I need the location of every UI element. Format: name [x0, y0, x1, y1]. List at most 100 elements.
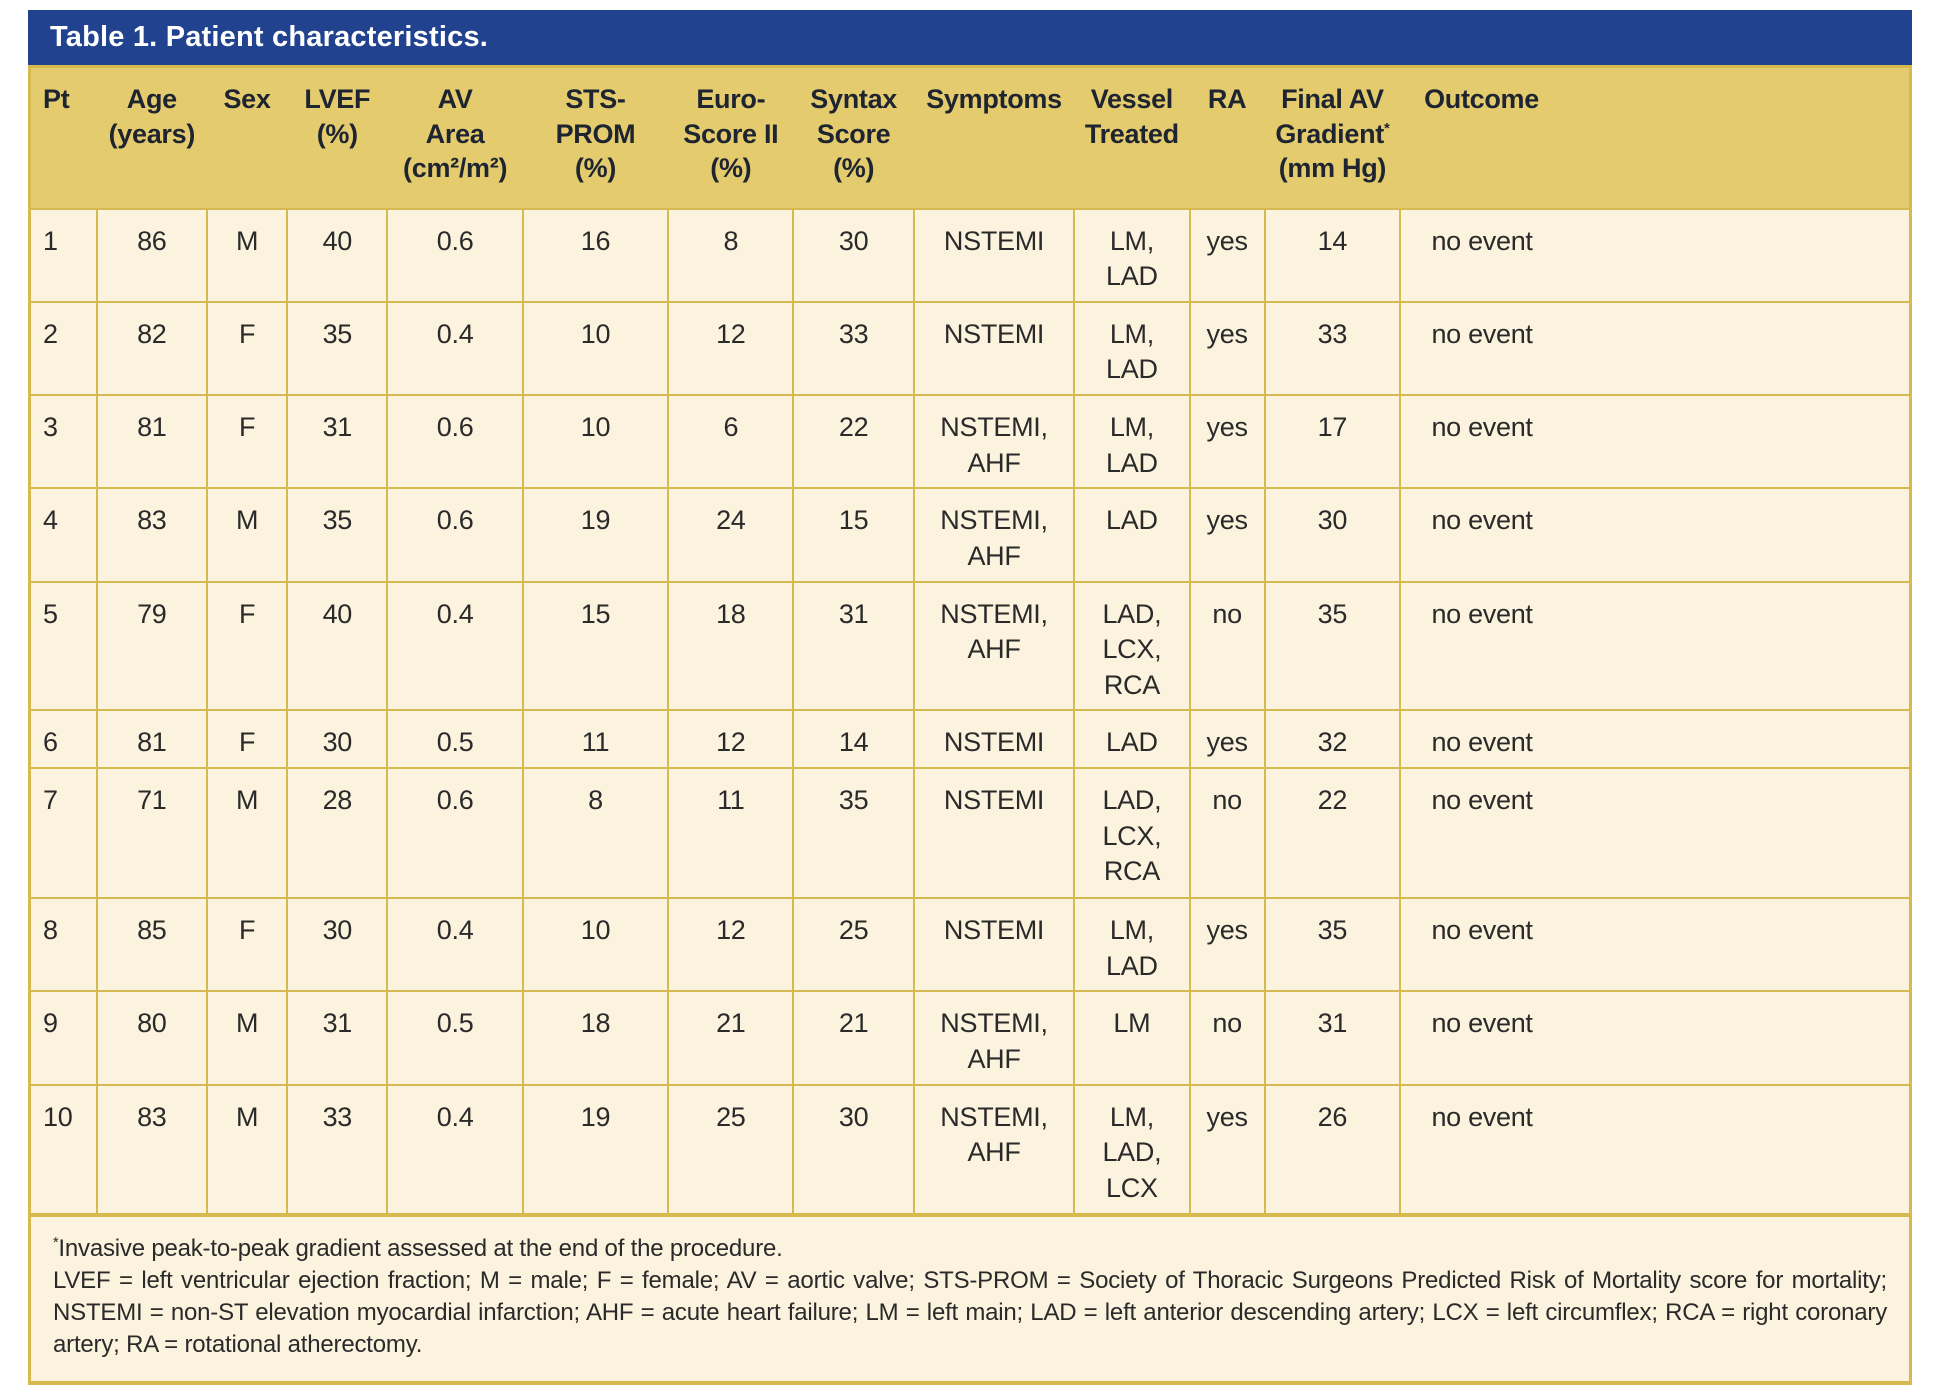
- footnote-cell: *Invasive peak-to-peak gradient assessed…: [29, 1212, 1911, 1384]
- cell-euroscore: 12: [667, 709, 795, 769]
- cell-sex: F: [205, 709, 289, 769]
- cell-euroscore: 11: [667, 767, 795, 899]
- cell-age: 85: [95, 896, 208, 993]
- cell-syntax: 22: [792, 393, 915, 490]
- cell-pt: 1: [28, 207, 98, 303]
- cell-sex: M: [205, 487, 289, 583]
- cell-sex: F: [205, 300, 289, 397]
- column-header-pt: Pt: [29, 66, 97, 209]
- cell-sex: F: [205, 896, 289, 993]
- table-row: 6 81 F 30 0.5 11 12 14 NSTEMI LAD yes 32 no event: [28, 709, 1912, 769]
- table-row: 1 86 M 40 0.6 16 8 30 NSTEMI LM, LAD yes 14 no event: [28, 207, 1912, 303]
- cell-sts_prom: 10: [521, 393, 670, 490]
- table-row: 4 83 M 35 0.6 19 24 15 NSTEMI, AHF LAD yes 30 no eve…: [28, 487, 1912, 583]
- table-row: 7 71 M 28 0.6 8 11 35 NSTEMI LAD, LCX, RCA no 22 no …: [28, 767, 1912, 899]
- cell-ra: yes: [1188, 487, 1266, 583]
- cell-symptoms: NSTEMI, AHF: [912, 580, 1076, 712]
- cell-sex: M: [205, 767, 289, 899]
- cell-lvef: 30: [286, 709, 389, 769]
- cell-lvef: 31: [286, 393, 389, 490]
- cell-av_area: 0.4: [386, 300, 524, 397]
- cell-sts_prom: 19: [521, 487, 670, 583]
- cell-vessel: LAD: [1073, 709, 1191, 769]
- cell-av_area: 0.6: [386, 393, 524, 490]
- cell-vessel: LM, LAD, LCX: [1073, 1083, 1191, 1216]
- cell-ra: yes: [1188, 896, 1266, 993]
- cell-symptoms: NSTEMI: [912, 896, 1076, 993]
- cell-syntax: 25: [792, 896, 915, 993]
- cell-lvef: 33: [286, 1083, 389, 1216]
- cell-av_area: 0.4: [386, 1083, 524, 1216]
- cell-ra: yes: [1188, 709, 1266, 769]
- cell-age: 81: [95, 393, 208, 490]
- table-footnotes: *Invasive peak-to-peak gradient assessed…: [29, 1212, 1911, 1384]
- cell-outcome: no event: [1399, 896, 1912, 993]
- cell-age: 83: [95, 1083, 208, 1216]
- cell-gradient: 35: [1263, 580, 1402, 712]
- cell-pt: 6: [28, 709, 98, 769]
- cell-outcome: no event: [1399, 1083, 1912, 1216]
- cell-gradient: 14: [1263, 207, 1402, 303]
- cell-ra: yes: [1188, 1083, 1266, 1216]
- header-row: Pt Age (years) Sex LVEF (%) AV Area (cm²/m²) STS-…: [29, 66, 1911, 209]
- cell-gradient: 22: [1263, 767, 1402, 899]
- cell-vessel: LAD: [1073, 487, 1191, 583]
- cell-sts_prom: 11: [521, 709, 670, 769]
- cell-sts_prom: 8: [521, 767, 670, 899]
- table-title-bar: Table 1. Patient characteristics.: [28, 10, 1912, 65]
- cell-outcome: no event: [1399, 580, 1912, 712]
- cell-syntax: 30: [792, 1083, 915, 1216]
- cell-gradient: 17: [1263, 393, 1402, 490]
- cell-sts_prom: 18: [521, 990, 670, 1086]
- cell-sex: M: [205, 990, 289, 1086]
- cell-symptoms: NSTEMI, AHF: [912, 487, 1076, 583]
- cell-ra: no: [1188, 580, 1266, 712]
- cell-ra: no: [1188, 767, 1266, 899]
- column-header-vessel: Vessel Treated: [1074, 66, 1190, 209]
- cell-syntax: 33: [792, 300, 915, 397]
- column-header-age: Age (years): [96, 66, 207, 209]
- cell-age: 81: [95, 709, 208, 769]
- cell-pt: 8: [28, 896, 98, 993]
- cell-euroscore: 6: [667, 393, 795, 490]
- cell-pt: 7: [28, 767, 98, 899]
- cell-gradient: 33: [1263, 300, 1402, 397]
- cell-lvef: 28: [286, 767, 389, 899]
- cell-av_area: 0.6: [386, 487, 524, 583]
- cell-sts_prom: 10: [521, 896, 670, 993]
- cell-vessel: LM, LAD: [1073, 300, 1191, 397]
- cell-lvef: 31: [286, 990, 389, 1086]
- table-row: 8 85 F 30 0.4 10 12 25 NSTEMI LM, LAD yes 35 no even…: [28, 896, 1912, 993]
- cell-syntax: 30: [792, 207, 915, 303]
- table-body: 1 86 M 40 0.6 16 8 30 NSTEMI LM, LAD yes 14 no event…: [28, 207, 1912, 1216]
- column-header-gradient: Final AV Gradient* (mm Hg): [1264, 66, 1401, 209]
- column-header-ra: RA: [1189, 66, 1265, 209]
- cell-pt: 2: [28, 300, 98, 397]
- cell-euroscore: 24: [667, 487, 795, 583]
- table-title: Table 1. Patient characteristics.: [50, 21, 489, 53]
- cell-outcome: no event: [1399, 300, 1912, 397]
- column-header-euroscore: Euro- Score II (%): [668, 66, 794, 209]
- cell-pt: 9: [28, 990, 98, 1086]
- column-header-sex: Sex: [206, 66, 288, 209]
- cell-vessel: LM, LAD: [1073, 393, 1191, 490]
- cell-lvef: 35: [286, 487, 389, 583]
- cell-euroscore: 8: [667, 207, 795, 303]
- cell-gradient: 31: [1263, 990, 1402, 1086]
- cell-age: 80: [95, 990, 208, 1086]
- cell-euroscore: 18: [667, 580, 795, 712]
- cell-symptoms: NSTEMI, AHF: [912, 1083, 1076, 1216]
- cell-syntax: 21: [792, 990, 915, 1086]
- cell-sex: M: [205, 1083, 289, 1216]
- cell-vessel: LM: [1073, 990, 1191, 1086]
- table-row: 10 83 M 33 0.4 19 25 30 NSTEMI, AHF LM, LAD, LCX y…: [28, 1083, 1912, 1216]
- patient-characteristics-table: Table 1. Patient characteristics. Pt Age(…: [28, 10, 1912, 1385]
- cell-pt: 10: [28, 1083, 98, 1216]
- table-row: 5 79 F 40 0.4 15 18 31 NSTEMI, AHF LAD, LCX, RCA n…: [28, 580, 1912, 712]
- cell-av_area: 0.5: [386, 990, 524, 1086]
- cell-syntax: 35: [792, 767, 915, 899]
- cell-symptoms: NSTEMI, AHF: [912, 990, 1076, 1086]
- cell-lvef: 30: [286, 896, 389, 993]
- cell-lvef: 40: [286, 580, 389, 712]
- cell-vessel: LAD, LCX, RCA: [1073, 767, 1191, 899]
